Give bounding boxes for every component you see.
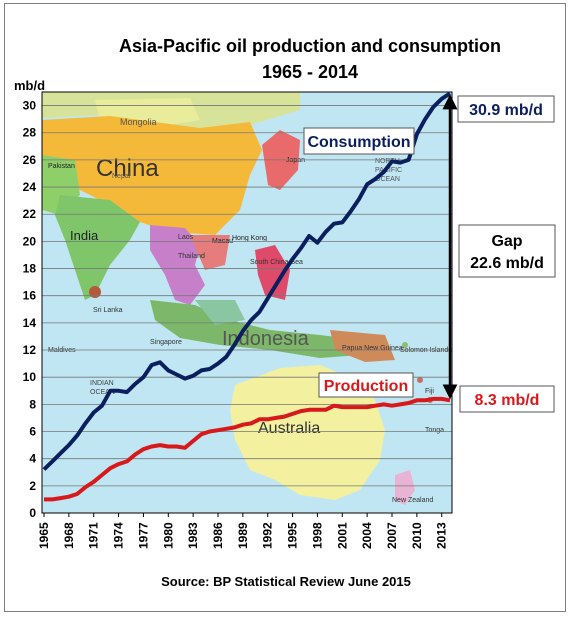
x-tick-label: 1974 xyxy=(112,522,126,549)
series-line-consumption xyxy=(42,91,452,471)
map-label: Solomon Islands xyxy=(400,347,452,354)
map-label: OCEAN xyxy=(375,176,400,183)
x-tick-label: 1995 xyxy=(286,522,300,549)
y-tick-label: 8 xyxy=(29,397,36,411)
y-tick-label: 22 xyxy=(23,207,37,221)
map-region-australia xyxy=(230,365,385,500)
x-tick-label: 1968 xyxy=(62,522,76,549)
consumption-label-box: Consumption xyxy=(303,127,415,155)
map-label: Laos xyxy=(178,234,194,241)
x-tick-label: 1980 xyxy=(161,522,175,549)
background-map: China India Mongolia Pakistan Nepal Japan NORT… xyxy=(42,92,452,513)
map-region-india xyxy=(55,195,140,300)
map-region-china xyxy=(42,116,262,235)
production-end-label: 8.3 mb/d xyxy=(475,392,540,409)
x-tick-label: 1971 xyxy=(87,522,101,549)
y-tick-label: 10 xyxy=(23,370,37,384)
x-tick-label: 1992 xyxy=(261,522,275,549)
y-tick-label: 12 xyxy=(23,343,37,357)
map-label: Maldives xyxy=(48,347,76,354)
map-label: Thailand xyxy=(178,253,205,260)
map-label: OCEAN xyxy=(90,389,115,396)
map-label: Hong Kong xyxy=(232,235,267,242)
x-tick-label: 1983 xyxy=(186,522,200,549)
map-label: Fiji xyxy=(425,388,434,395)
production-label-box: Production xyxy=(318,372,414,398)
y-tick-label: 6 xyxy=(29,425,36,439)
map-region-seasia xyxy=(150,225,205,305)
map-region-philippines xyxy=(255,245,290,300)
map-region-srilanka xyxy=(89,286,101,298)
y-tick-label: 14 xyxy=(23,316,37,330)
consumption-end-box: 30.9 mb/d xyxy=(457,95,555,123)
y-tick-label: 26 xyxy=(23,153,37,167)
map-label: Indonesia xyxy=(222,328,310,350)
x-tick-label: 2007 xyxy=(385,522,399,549)
x-tick-label: 2013 xyxy=(435,522,449,549)
x-tick-label: 1998 xyxy=(310,522,324,549)
consumption-label: Consumption xyxy=(307,134,410,151)
x-axis: 1965 1968 1971 1974 1977 1980 1983 1986 1989 1992… xyxy=(37,513,449,549)
y-tick-label: 4 xyxy=(29,452,36,466)
y-tick-label: 20 xyxy=(23,234,37,248)
y-tick-label: 16 xyxy=(23,289,37,303)
gap-label-line2: 22.6 mb/d xyxy=(470,255,544,272)
y-tick-label: 2 xyxy=(29,479,36,493)
map-label: Singapore xyxy=(150,339,182,346)
map-island xyxy=(417,377,423,383)
y-tick-label: 24 xyxy=(23,180,37,194)
map-region-borneo xyxy=(195,300,245,325)
map-label: India xyxy=(70,228,99,243)
map-label: New Zealand xyxy=(392,497,433,504)
series-group xyxy=(42,91,452,502)
map-label: PACIFIC xyxy=(375,167,402,174)
gap-label-line1: Gap xyxy=(491,233,522,250)
x-tick-label: 1986 xyxy=(211,522,225,549)
y-tick-label: 28 xyxy=(23,126,37,140)
y-axis-unit-label: mb/d xyxy=(14,78,46,93)
map-label: Papua New Guinea xyxy=(342,345,403,352)
map-region-indonesia xyxy=(150,300,360,358)
y-tick-label: 0 xyxy=(29,506,36,520)
map-label: Nepal xyxy=(112,173,131,180)
y-tick-label: 30 xyxy=(23,99,37,113)
x-tick-label: 1965 xyxy=(37,522,51,549)
map-label: NORTH xyxy=(375,158,400,165)
map-region-papua xyxy=(330,330,395,362)
x-tick-label: 1989 xyxy=(236,522,250,549)
x-tick-label: 2010 xyxy=(410,522,424,549)
map-label: China xyxy=(96,155,159,182)
map-island xyxy=(402,342,408,348)
production-end-box: 8.3 mb/d xyxy=(459,385,555,413)
map-region-newzealand xyxy=(395,470,415,505)
x-tick-label: 1977 xyxy=(136,522,150,549)
map-label: Sri Lanka xyxy=(93,307,123,314)
production-label: Production xyxy=(324,378,408,395)
map-label: Tonga xyxy=(425,427,444,434)
map-label: Mongolia xyxy=(120,117,157,127)
gap-label-box: Gap 22.6 mb/d xyxy=(458,224,556,278)
consumption-end-label: 30.9 mb/d xyxy=(469,102,543,119)
chart-subtitle: 1965 - 2014 xyxy=(261,62,359,82)
map-label: Pakistan xyxy=(48,163,75,170)
x-tick-label: 2001 xyxy=(335,522,349,549)
map-label: South China Sea xyxy=(250,259,303,266)
map-label: Australia xyxy=(258,420,320,437)
map-region-vietnam xyxy=(190,235,230,270)
y-tick-label: 18 xyxy=(23,262,37,276)
map-label: INDIAN xyxy=(90,380,114,387)
chart-title: Asia-Pacific oil production and consumpt… xyxy=(118,36,502,56)
source-note: Source: BP Statistical Review June 2015 xyxy=(161,574,411,589)
map-label: Japan xyxy=(286,157,305,164)
x-tick-label: 2004 xyxy=(360,522,374,549)
series-line-production xyxy=(44,396,451,502)
